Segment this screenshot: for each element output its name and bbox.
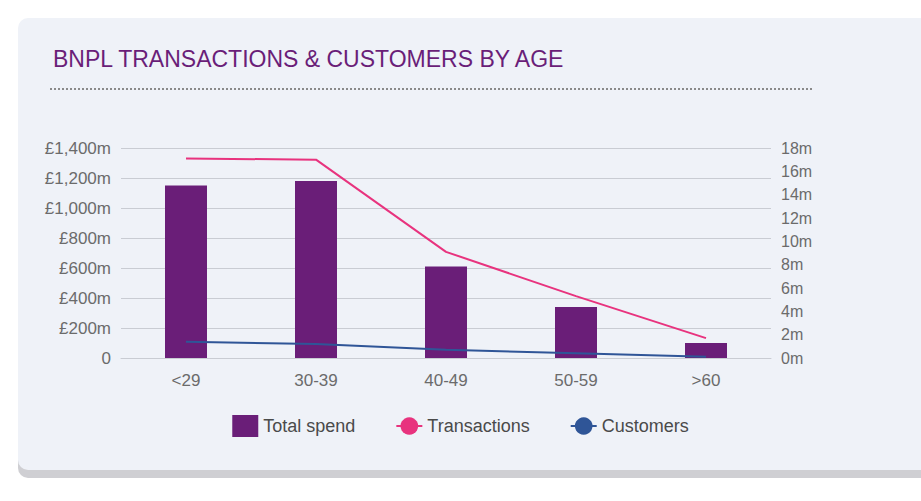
svg-text:£400m: £400m <box>59 289 111 308</box>
svg-text:>60: >60 <box>692 371 721 390</box>
svg-text:18m: 18m <box>781 140 812 157</box>
svg-text:£1,400m: £1,400m <box>45 139 111 158</box>
svg-text:BNPL TRANSACTIONS & CUSTOMERS: BNPL TRANSACTIONS & CUSTOMERS BY AGE <box>53 46 563 72</box>
svg-text:40-49: 40-49 <box>424 371 467 390</box>
svg-text:£200m: £200m <box>59 319 111 338</box>
svg-text:30-39: 30-39 <box>294 371 337 390</box>
svg-text:2m: 2m <box>781 326 803 343</box>
svg-text:Customers: Customers <box>602 416 689 436</box>
svg-text:8m: 8m <box>781 256 803 273</box>
svg-text:14m: 14m <box>781 186 812 203</box>
svg-text:50-59: 50-59 <box>554 371 597 390</box>
svg-text:£1,200m: £1,200m <box>45 169 111 188</box>
svg-text:4m: 4m <box>781 303 803 320</box>
svg-text:10m: 10m <box>781 233 812 250</box>
svg-text:£800m: £800m <box>59 229 111 248</box>
svg-text:Total spend: Total spend <box>263 416 355 436</box>
svg-text:<29: <29 <box>172 371 201 390</box>
svg-text:0: 0 <box>102 349 111 368</box>
svg-text:£1,000m: £1,000m <box>45 199 111 218</box>
svg-text:Transactions: Transactions <box>427 416 529 436</box>
svg-text:6m: 6m <box>781 280 803 297</box>
svg-text:12m: 12m <box>781 210 812 227</box>
svg-text:16m: 16m <box>781 163 812 180</box>
svg-text:0m: 0m <box>781 350 803 367</box>
svg-text:£600m: £600m <box>59 259 111 278</box>
